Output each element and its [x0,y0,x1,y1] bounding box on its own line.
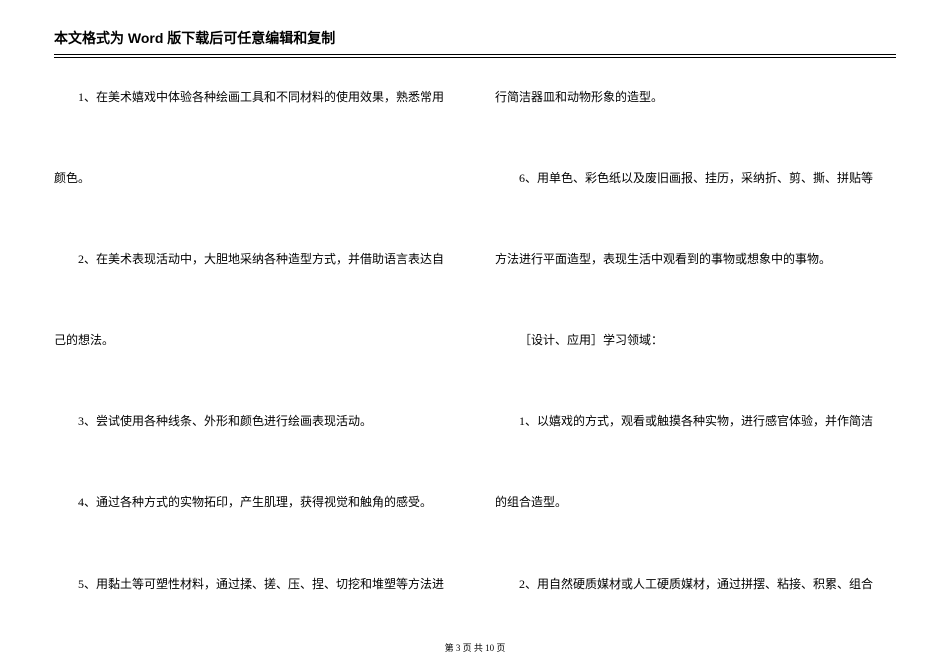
body-paragraph: 2、在美术表现活动中，大胆地采纳各种造型方式，并借助语言表达自 [54,250,455,269]
body-paragraph: 5、用黏土等可塑性材料，通过揉、搓、压、捏、切挖和堆塑等方法进 [54,575,455,594]
body-paragraph: 颜色。 [54,169,455,188]
body-paragraph: 的组合造型。 [495,493,896,512]
body-paragraph: 行简洁器皿和动物形象的造型。 [495,88,896,107]
body-paragraph: ［设计、应用］学习领域： [495,331,896,350]
body-paragraph: 方法进行平面造型，表现生活中观看到的事物或想象中的事物。 [495,250,896,269]
body-paragraph: 6、用单色、彩色纸以及废旧画报、挂历，采纳折、剪、撕、拼贴等 [495,169,896,188]
right-column: 行简洁器皿和动物形象的造型。 6、用单色、彩色纸以及废旧画报、挂历，采纳折、剪、… [495,88,896,656]
document-page: 本文格式为 Word 版下载后可任意编辑和复制 1、在美术嬉戏中体验各种绘画工具… [0,0,950,656]
header-rule-top [54,54,896,55]
body-paragraph: 1、以嬉戏的方式，观看或触摸各种实物，进行感官体验，并作简洁 [495,412,896,431]
page-footer: 第 3 页 共 10 页 [0,641,950,654]
header-rule-bottom [54,57,896,58]
left-column: 1、在美术嬉戏中体验各种绘画工具和不同材料的使用效果，熟悉常用 颜色。 2、在美… [54,88,455,656]
body-paragraph: 4、通过各种方式的实物拓印，产生肌理，获得视觉和触角的感受。 [54,493,455,512]
body-paragraph: 1、在美术嬉戏中体验各种绘画工具和不同材料的使用效果，熟悉常用 [54,88,455,107]
body-paragraph: 己的想法。 [54,331,455,350]
two-column-layout: 1、在美术嬉戏中体验各种绘画工具和不同材料的使用效果，熟悉常用 颜色。 2、在美… [54,88,896,656]
body-paragraph: 3、尝试使用各种线条、外形和颜色进行绘画表现活动。 [54,412,455,431]
page-header-title: 本文格式为 Word 版下载后可任意编辑和复制 [54,28,896,52]
body-paragraph: 2、用自然硬质媒材或人工硬质媒材，通过拼摆、粘接、积累、组合 [495,575,896,594]
